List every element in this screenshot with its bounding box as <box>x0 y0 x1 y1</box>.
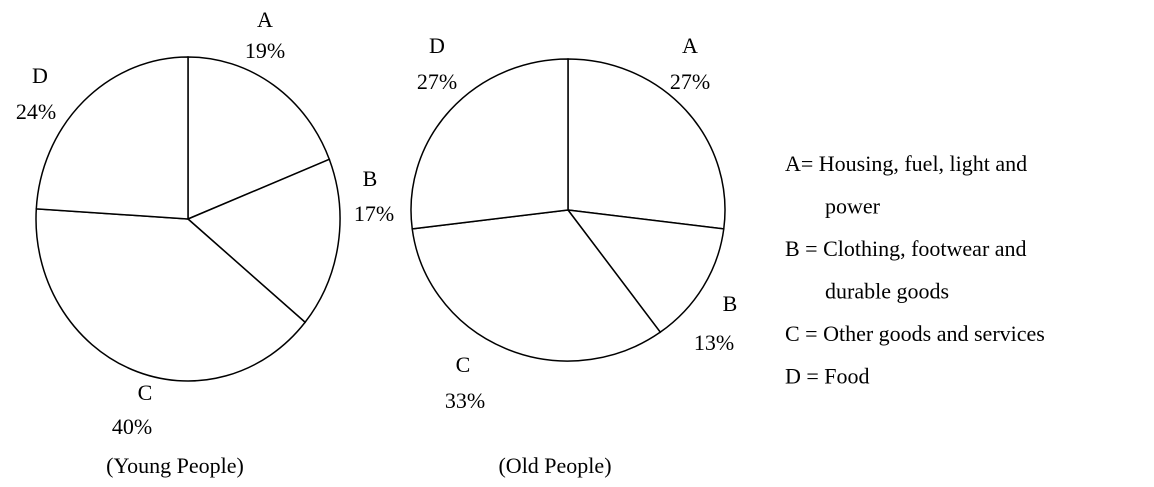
legend-entry: durable goods <box>825 279 949 304</box>
legend-entry: power <box>825 194 881 219</box>
slice-category: D <box>32 63 48 88</box>
slice-category: D <box>429 33 445 58</box>
slice-value-label: 17% <box>354 201 394 226</box>
pie-slice <box>410 58 569 230</box>
pie-subtitle: (Young People) <box>106 453 244 478</box>
slice-value-label: 33% <box>445 388 485 413</box>
slice-value-label: 27% <box>670 69 710 94</box>
pie-slice <box>187 56 331 221</box>
slice-value-label: 13% <box>694 330 734 355</box>
legend-entry: A= Housing, fuel, light and <box>785 151 1027 176</box>
legend-entry: D = Food <box>785 364 870 389</box>
slice-value-label: 19% <box>245 38 285 63</box>
pie-subtitle: (Old People) <box>498 453 611 478</box>
slice-category: C <box>138 380 153 405</box>
slice-category: A <box>682 33 698 58</box>
slice-value-label: 40% <box>112 414 152 439</box>
slice-category: C <box>456 352 471 377</box>
slice-category: A <box>257 7 273 32</box>
pie-slice <box>35 208 307 382</box>
slice-value-label: 27% <box>417 69 457 94</box>
pie-slice <box>186 158 341 324</box>
legend-entry: B = Clothing, footwear and <box>785 236 1027 261</box>
pie-slice <box>566 209 725 334</box>
slice-category: B <box>363 166 378 191</box>
pie-slice <box>411 209 662 362</box>
slice-category: B <box>723 291 738 316</box>
legend-entry: C = Other goods and services <box>785 321 1045 346</box>
pie-slice <box>567 58 726 230</box>
pie-slice <box>35 56 189 220</box>
slice-value-label: 24% <box>16 99 56 124</box>
